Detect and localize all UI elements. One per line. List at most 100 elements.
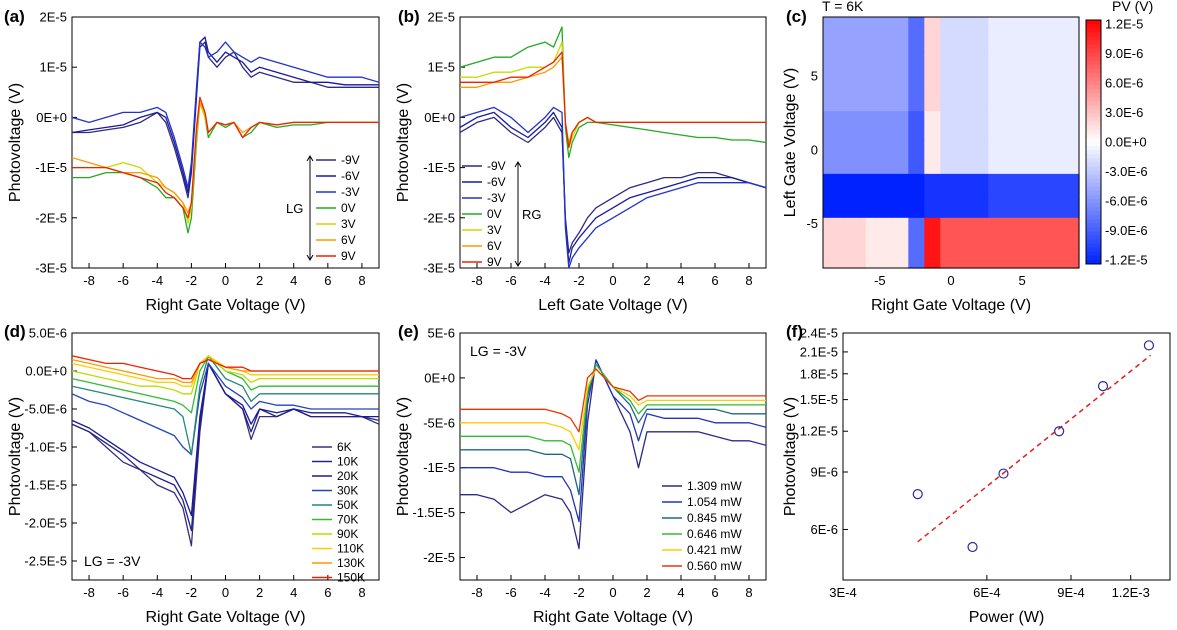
heatmap-cell bbox=[833, 54, 840, 62]
heatmap-cell bbox=[1068, 117, 1075, 125]
heatmap-cell bbox=[929, 104, 936, 112]
heatmap-cell bbox=[924, 35, 931, 43]
heatmap-cell bbox=[897, 192, 904, 200]
heatmap-cell bbox=[849, 17, 856, 24]
heatmap-cell bbox=[929, 79, 936, 87]
heatmap-cell bbox=[956, 167, 963, 175]
heatmap-cell bbox=[876, 224, 883, 231]
heatmap-cell bbox=[1004, 136, 1011, 144]
heatmap-cell bbox=[871, 173, 877, 181]
heatmap-cell bbox=[1036, 261, 1043, 269]
heatmap-cell bbox=[929, 155, 936, 162]
heatmap-cell bbox=[977, 136, 984, 144]
heatmap-cell bbox=[1041, 29, 1048, 37]
heatmap-cell bbox=[1031, 92, 1037, 100]
heatmap-cell bbox=[839, 35, 845, 43]
heatmap-cell bbox=[1009, 48, 1016, 56]
heatmap-cell bbox=[865, 142, 872, 150]
heatmap-cell bbox=[1073, 92, 1080, 100]
heatmap-cell bbox=[823, 92, 829, 100]
heatmap-cell bbox=[908, 167, 915, 175]
heatmap-cell bbox=[892, 142, 899, 150]
legend-label: -6V bbox=[487, 175, 506, 189]
heatmap-cell bbox=[1031, 192, 1037, 200]
x-tick-label: -4 bbox=[151, 273, 163, 288]
heatmap-cell bbox=[951, 148, 957, 156]
heatmap-cell bbox=[1073, 86, 1080, 93]
heatmap-cell bbox=[833, 198, 840, 206]
heatmap-cell bbox=[881, 198, 888, 206]
colorbar-segment bbox=[1086, 121, 1101, 127]
heatmap-cell bbox=[1020, 255, 1027, 263]
series-line bbox=[72, 362, 379, 547]
heatmap-cell bbox=[924, 111, 931, 119]
heatmap-cell bbox=[1052, 261, 1059, 269]
heatmap-cell bbox=[860, 79, 867, 87]
colorbar: 1.2E-59.0E-66.0E-63.0E-60.0E+0-3.0E-6-6.… bbox=[1085, 0, 1153, 268]
heatmap-cell bbox=[1041, 136, 1048, 144]
heatmap-cell bbox=[908, 192, 915, 200]
heatmap-cell bbox=[844, 29, 851, 37]
heatmap-cell bbox=[935, 117, 941, 125]
heatmap-cell bbox=[876, 23, 883, 31]
heatmap-cell bbox=[828, 117, 835, 125]
heatmap-cell bbox=[1004, 180, 1011, 188]
heatmap-cell bbox=[839, 123, 845, 131]
heatmap-cell bbox=[1041, 23, 1048, 31]
heatmap-cell bbox=[1047, 161, 1053, 169]
colorbar-segment bbox=[1086, 154, 1101, 159]
data-point bbox=[1054, 426, 1065, 437]
heatmap-cell bbox=[1020, 86, 1027, 93]
heatmap-cell bbox=[903, 142, 909, 150]
heatmap-cell bbox=[1009, 17, 1016, 24]
heatmap-cell bbox=[961, 224, 968, 231]
legend-label: -6V bbox=[341, 169, 360, 183]
heatmap-cell bbox=[919, 98, 925, 106]
heatmap-cell bbox=[1015, 205, 1021, 213]
heatmap-cell bbox=[1025, 255, 1032, 263]
heatmap-cell bbox=[839, 129, 845, 137]
heatmap-cell bbox=[823, 60, 829, 68]
heatmap-cell bbox=[892, 35, 899, 43]
heatmap-cell bbox=[1073, 136, 1080, 144]
heatmap-cell bbox=[865, 67, 872, 75]
heatmap-cell bbox=[1031, 173, 1037, 181]
heatmap-cell bbox=[956, 48, 963, 56]
heatmap-cell bbox=[977, 67, 984, 75]
heatmap-cell bbox=[897, 86, 904, 93]
heatmap-cell bbox=[823, 142, 829, 150]
colorbar-segment bbox=[1086, 72, 1101, 78]
heatmap-cell bbox=[940, 117, 947, 125]
heatmap-cell bbox=[913, 211, 920, 219]
heatmap-cell bbox=[833, 67, 840, 75]
heatmap-cell bbox=[945, 261, 952, 269]
heatmap-cell bbox=[1009, 23, 1016, 31]
heatmap-cell bbox=[1015, 98, 1021, 106]
heatmap-cell bbox=[945, 205, 952, 213]
heatmap-cell bbox=[977, 117, 984, 125]
heatmap-cell bbox=[999, 155, 1005, 162]
heatmap-cell bbox=[967, 48, 973, 56]
heatmap-cell bbox=[887, 249, 893, 257]
heatmap-cell bbox=[1057, 186, 1064, 194]
heatmap-cell bbox=[839, 117, 845, 125]
heatmap-cell bbox=[1031, 104, 1037, 112]
heatmap-cell bbox=[1063, 180, 1069, 188]
heatmap-cell bbox=[913, 236, 920, 244]
x-tick-label: -5 bbox=[874, 273, 886, 288]
heatmap-cell bbox=[828, 35, 835, 43]
heatmap-cell bbox=[919, 123, 925, 131]
heatmap-cell bbox=[849, 73, 856, 81]
heatmap-cell bbox=[897, 29, 904, 37]
y-tick-label: -1E-5 bbox=[423, 460, 455, 475]
heatmap-cell bbox=[935, 42, 941, 49]
colorbar-segment bbox=[1086, 48, 1101, 54]
heatmap-cell bbox=[1047, 17, 1053, 24]
heatmap-cell bbox=[828, 29, 835, 37]
heatmap-cell bbox=[844, 167, 851, 175]
heatmap-cell bbox=[1031, 60, 1037, 68]
heatmap-cell bbox=[961, 211, 968, 219]
heatmap-cell bbox=[881, 129, 888, 137]
heatmap-cell bbox=[1036, 180, 1043, 188]
